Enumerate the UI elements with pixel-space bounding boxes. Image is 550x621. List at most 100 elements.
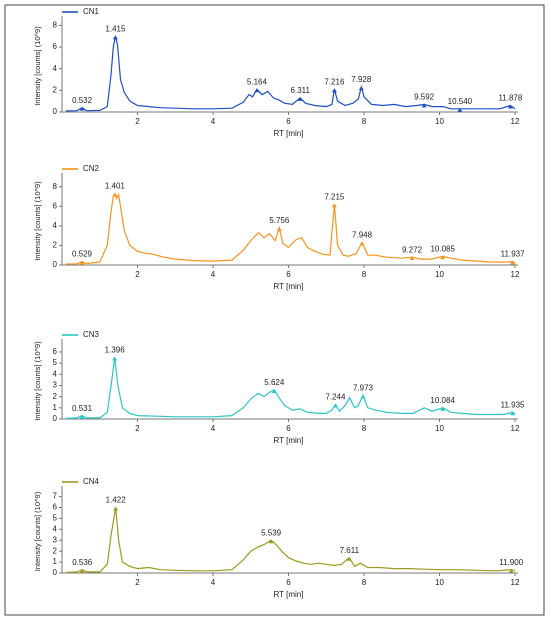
peak-marker <box>440 406 446 411</box>
x-tick-label: 10 <box>435 578 444 587</box>
x-tick-label: 12 <box>511 424 520 433</box>
y-tick-label: 1 <box>53 403 58 412</box>
x-tick-label: 4 <box>211 270 216 279</box>
peak-marker <box>508 568 514 573</box>
peak-label: 7.611 <box>340 546 360 555</box>
peak-marker <box>112 356 118 361</box>
x-axis-label: RT [min] <box>274 436 304 445</box>
peak-marker <box>346 556 352 561</box>
peak-marker <box>510 260 516 265</box>
peak-marker <box>359 241 365 246</box>
y-tick-label: 4 <box>53 369 58 378</box>
y-tick-label: 6 <box>53 503 58 512</box>
x-tick-label: 6 <box>286 117 291 126</box>
peak-label: 11.935 <box>501 400 525 409</box>
y-tick-label: 8 <box>53 21 58 30</box>
y-tick-label: 4 <box>53 64 58 73</box>
y-tick-label: 2 <box>53 241 58 250</box>
x-tick-label: 12 <box>511 117 520 126</box>
x-tick-label: 8 <box>362 424 367 433</box>
y-tick-label: 2 <box>53 85 58 94</box>
x-tick-label: 2 <box>135 270 140 279</box>
legend-label: CN4 <box>83 477 100 486</box>
peak-marker <box>331 88 337 93</box>
y-tick-label: 6 <box>53 347 58 356</box>
y-tick-label: 3 <box>53 535 58 544</box>
x-tick-label: 2 <box>135 117 140 126</box>
y-tick-label: 4 <box>53 524 58 533</box>
y-tick-label: 4 <box>53 221 58 230</box>
x-tick-label: 12 <box>511 270 520 279</box>
peak-label: 10.085 <box>430 244 455 253</box>
peak-label: 5.539 <box>261 528 282 537</box>
peak-label: 10.540 <box>448 97 473 106</box>
peak-marker <box>268 539 274 544</box>
y-tick-label: 5 <box>53 358 58 367</box>
peak-label: 7.973 <box>353 384 374 393</box>
peak-marker <box>457 107 463 112</box>
peak-label: 5.624 <box>264 378 285 387</box>
y-tick-label: 7 <box>53 492 58 501</box>
y-tick-label: 0 <box>53 107 58 116</box>
y-tick-label: 2 <box>53 392 58 401</box>
y-axis-label: Intensity [counts] (10^9) <box>33 491 42 571</box>
peak-marker <box>421 103 427 108</box>
peak-marker <box>112 192 118 197</box>
legend-label: CN2 <box>83 164 100 173</box>
peak-marker <box>358 86 364 91</box>
x-tick-label: 10 <box>435 270 444 279</box>
y-tick-label: 6 <box>53 42 58 51</box>
peak-marker <box>331 203 337 208</box>
peak-label: 0.536 <box>72 558 93 567</box>
peak-label: 5.756 <box>269 216 290 225</box>
peak-label: 7.928 <box>351 75 372 84</box>
x-axis-label: RT [min] <box>274 282 304 291</box>
peak-marker <box>297 96 303 101</box>
x-tick-label: 4 <box>211 117 216 126</box>
y-tick-label: 5 <box>53 514 58 523</box>
peak-marker <box>360 394 366 399</box>
peak-marker <box>332 403 338 408</box>
peak-marker <box>276 226 282 231</box>
peak-marker <box>409 256 415 261</box>
trace-line <box>65 192 516 265</box>
peak-label: 7.215 <box>324 192 345 201</box>
peak-label: 9.592 <box>414 93 435 102</box>
peak-label: 7.216 <box>324 77 345 86</box>
y-tick-label: 3 <box>53 381 58 390</box>
x-tick-label: 8 <box>362 578 367 587</box>
peak-marker <box>510 411 516 416</box>
peak-label: 1.415 <box>105 24 126 33</box>
figure-frame <box>4 4 545 616</box>
y-axis-label: Intensity [counts] (10^9) <box>33 181 42 261</box>
peak-marker <box>113 506 119 511</box>
x-tick-label: 8 <box>362 117 367 126</box>
y-tick-label: 0 <box>53 568 58 577</box>
peak-label: 6.311 <box>291 86 311 95</box>
y-tick-label: 8 <box>53 182 58 191</box>
x-axis-label: RT [min] <box>274 590 304 599</box>
trace-line <box>65 357 516 419</box>
y-tick-label: 2 <box>53 546 58 555</box>
y-axis-label: Intensity [counts] (10^9) <box>33 341 42 421</box>
x-tick-label: 8 <box>362 270 367 279</box>
peak-marker <box>507 104 513 109</box>
peak-marker <box>112 35 118 40</box>
x-tick-label: 6 <box>286 424 291 433</box>
peak-marker <box>79 106 85 111</box>
peak-label: 9.272 <box>402 245 423 254</box>
peak-label: 11.878 <box>498 94 522 103</box>
x-tick-label: 10 <box>435 424 444 433</box>
peak-label: 5.164 <box>247 77 268 86</box>
peak-label: 0.532 <box>72 96 93 105</box>
peak-marker <box>79 568 85 573</box>
x-tick-label: 2 <box>135 424 140 433</box>
peak-label: 0.529 <box>72 250 93 259</box>
x-tick-label: 6 <box>286 270 291 279</box>
peak-label: 11.937 <box>501 250 525 259</box>
peak-label: 7.948 <box>352 231 373 240</box>
peak-label: 11.900 <box>499 558 523 567</box>
y-tick-label: 0 <box>53 260 58 269</box>
